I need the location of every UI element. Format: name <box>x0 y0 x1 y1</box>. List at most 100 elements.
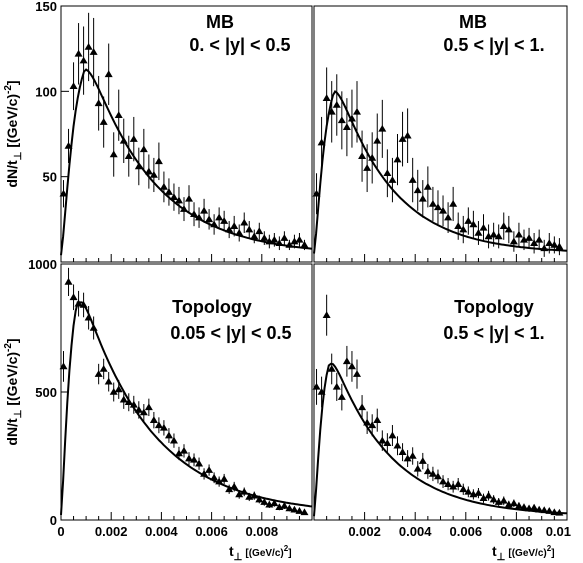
data-point-tr <box>393 155 402 163</box>
data-point-tr <box>317 138 326 146</box>
data-point-br <box>444 480 453 487</box>
data-point-tr <box>444 213 453 221</box>
panel-bottom-right-data <box>312 294 568 517</box>
data-point-bl <box>89 324 98 331</box>
data-point-tl <box>300 240 309 248</box>
x-axis-title-left-main: t <box>229 543 234 559</box>
panel-top-left-data <box>59 12 313 256</box>
data-point-bl <box>64 277 73 285</box>
data-point-tr <box>530 239 539 247</box>
data-point-tl <box>200 206 209 214</box>
data-point-br <box>454 480 463 487</box>
data-point-tr <box>322 94 331 101</box>
axis-ticks: 50 100 150 0 500 1000 0 0.002 0.004 0.006 0.008 0.0… <box>28 0 571 539</box>
data-point-br <box>337 393 346 400</box>
x-tick-label: 0.01 <box>546 524 571 539</box>
data-point-tl <box>174 196 183 204</box>
data-point-tl <box>164 188 173 195</box>
data-point-tl <box>270 235 279 243</box>
data-point-tl <box>245 225 254 233</box>
data-point-bl <box>159 423 168 431</box>
data-point-br <box>312 382 321 390</box>
data-point-br <box>408 452 417 459</box>
data-point-br <box>464 487 473 495</box>
panel-bottom-left-data <box>59 267 313 516</box>
data-point-tr <box>358 152 367 159</box>
data-point-tl <box>250 232 259 240</box>
x-axis-title-left: t⊥ [(GeV/c)2] <box>229 543 292 563</box>
data-point-br <box>428 469 437 477</box>
panel-bottom-right-label-2: 0.5 < |y| < 1. <box>443 323 544 343</box>
x-axis-title-right-unit: [(GeV/c) <box>508 548 546 559</box>
y-axis-title-top: dN/t⊥ [(GeV/c)-2] <box>3 80 24 187</box>
y-axis-title-bottom: dN/t⊥ [(GeV/c)-2] <box>3 338 24 445</box>
data-point-bl <box>114 385 123 393</box>
data-point-br <box>555 508 564 516</box>
data-point-bl <box>139 408 148 416</box>
data-point-br <box>322 311 331 318</box>
data-point-br <box>479 494 488 502</box>
data-point-br <box>459 485 468 493</box>
fit-curve-tr <box>313 90 568 254</box>
data-point-br <box>509 499 518 507</box>
data-point-tl <box>260 234 269 241</box>
data-point-br <box>373 416 382 423</box>
x-tick-label: 0.002 <box>348 524 381 539</box>
data-point-tl <box>144 167 153 175</box>
data-point-br <box>363 418 372 426</box>
data-point-tr <box>509 237 518 245</box>
data-point-tr <box>418 194 427 202</box>
data-point-br <box>378 436 387 444</box>
data-point-tl <box>124 152 133 159</box>
data-point-bl <box>164 431 173 439</box>
data-point-bl <box>149 416 158 423</box>
data-point-bl <box>210 473 219 481</box>
data-point-tr <box>342 123 351 130</box>
data-point-br <box>540 506 549 514</box>
data-point-br <box>393 441 402 449</box>
data-point-tl <box>59 189 68 197</box>
y-axis-title-bottom-exp: -2 <box>3 343 14 352</box>
data-point-tl <box>255 227 264 235</box>
data-point-tr <box>353 107 362 115</box>
data-point-bl <box>59 362 68 370</box>
data-point-bl <box>260 498 269 505</box>
data-point-br <box>368 421 377 429</box>
data-point-br <box>327 364 336 372</box>
data-point-tl <box>195 213 204 221</box>
data-point-tr <box>332 100 341 108</box>
data-point-bl <box>185 454 194 462</box>
data-point-bl <box>240 487 249 495</box>
x-axis-title-left-sub: ⊥ <box>234 552 243 563</box>
x-tick-label: 0.008 <box>246 524 279 539</box>
y-axis-title-top-sub: ⊥ <box>13 151 24 160</box>
data-point-bl <box>79 300 88 308</box>
data-point-tr <box>383 169 392 177</box>
data-point-bl <box>270 499 279 507</box>
data-point-bl <box>99 364 108 372</box>
y-axis-title-bottom-close: ] <box>4 338 20 343</box>
fit-curve-br <box>313 362 568 517</box>
data-point-bl <box>250 491 259 499</box>
data-point-tl <box>109 150 118 158</box>
data-point-tr <box>388 176 397 183</box>
data-point-br <box>449 482 458 490</box>
x-axis-title-right-sub: ⊥ <box>497 552 506 563</box>
x-tick-label: 0.002 <box>95 524 128 539</box>
panel-bottom-right-label-1: Topology <box>454 297 534 317</box>
data-point-tr <box>514 230 523 238</box>
data-point-bl <box>69 293 78 301</box>
data-point-br <box>514 501 523 509</box>
data-point-tl <box>89 48 98 55</box>
data-point-bl <box>215 477 224 485</box>
x-axis-title-right-close: ] <box>551 548 554 559</box>
svg-text:dN/t⊥[(GeV/c)-2]: dN/t⊥ [(GeV/c)-2] <box>3 338 24 445</box>
data-point-bl <box>230 482 239 490</box>
y-tick-label: 1000 <box>28 257 57 272</box>
data-point-tr <box>439 206 448 214</box>
data-point-bl <box>295 507 304 514</box>
data-point-br <box>383 439 392 446</box>
data-point-tr <box>378 124 387 132</box>
data-point-tr <box>454 222 463 229</box>
data-point-bl <box>300 508 309 516</box>
